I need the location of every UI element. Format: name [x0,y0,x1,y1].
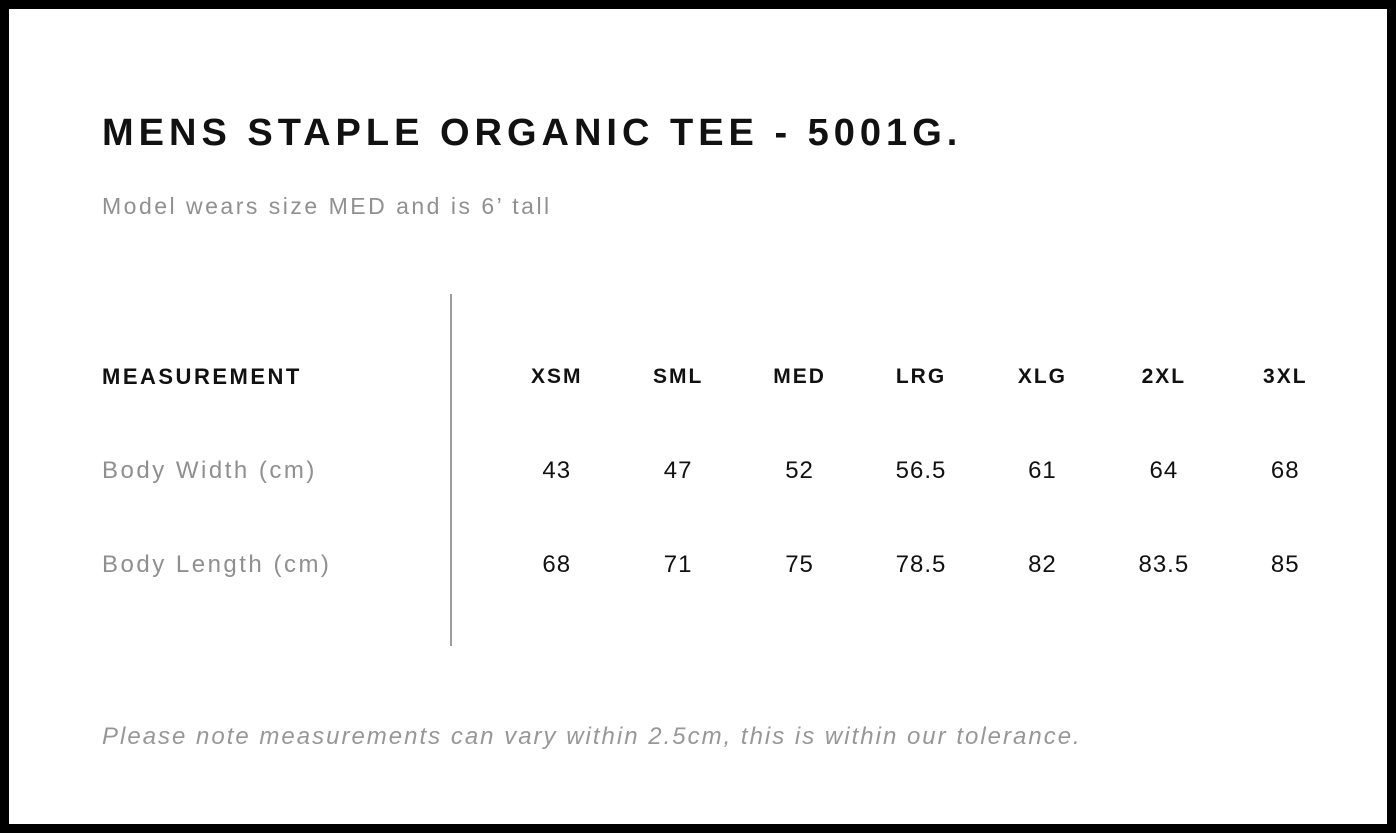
size-column-header: XLG [1017,365,1067,388]
cell-value: 68 [542,551,572,578]
row-values: 43 47 52 56.5 61 64 68 [450,457,1346,485]
cell-value: 85 [1270,551,1300,578]
cell-value: 64 [1149,457,1179,484]
table-divider [450,294,452,646]
row-values: 68 71 75 78.5 82 83.5 85 [450,551,1346,579]
cell-value: 83.5 [1138,551,1190,578]
table-row: Body Length (cm) 68 71 75 78.5 82 83.5 8… [102,518,1346,612]
size-table: MEASUREMENT XSM SML MED LRG XLG 2XL 3XL … [102,294,1346,646]
model-size-note: Model wears size MED and is 6’ tall [102,193,552,219]
size-column-header: MED [773,365,826,388]
cell-value: 56.5 [895,457,947,484]
size-column-headers: XSM SML MED LRG XLG 2XL 3XL [450,365,1346,389]
measurement-column-header: MEASUREMENT [102,364,302,389]
cell-value: 68 [1270,457,1300,484]
tolerance-note: Please note measurements can vary within… [102,723,1082,750]
size-column-header: 3XL [1263,365,1308,388]
size-column-header: SML [652,365,704,388]
table-row: Body Width (cm) 43 47 52 56.5 61 64 68 [102,424,1346,518]
size-column-header: 2XL [1141,365,1187,388]
size-column-header: XSM [530,365,583,388]
cell-value: 75 [785,551,814,578]
cell-value: 82 [1028,551,1057,578]
cell-value: 47 [663,457,693,484]
cell-value: 52 [785,457,814,484]
cell-value: 43 [542,457,572,484]
page-title: MENS STAPLE ORGANIC TEE - 5001G. [102,112,963,154]
table-header-row: MEASUREMENT XSM SML MED LRG XLG 2XL 3XL [102,330,1346,424]
cell-value: 78.5 [895,551,947,578]
size-column-header: LRG [895,365,947,388]
row-label: Body Length (cm) [102,551,332,578]
cell-value: 61 [1028,457,1057,484]
cell-value: 71 [663,551,693,578]
row-label: Body Width (cm) [102,457,317,484]
